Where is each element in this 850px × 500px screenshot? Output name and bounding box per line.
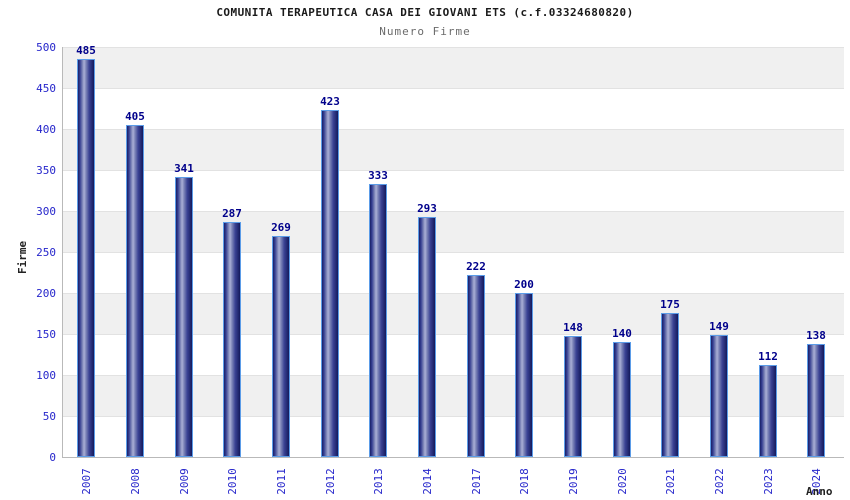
bar-value-label: 423 [320, 95, 340, 108]
grid-band [63, 170, 844, 211]
bar-2017 [467, 275, 485, 457]
grid-band [63, 252, 844, 293]
x-tick-label: 2009 [177, 467, 191, 495]
bar-2021 [661, 313, 679, 457]
x-tick-label: 2013 [371, 467, 385, 495]
x-tick-label: 2017 [469, 467, 483, 495]
x-tick: 2018 [506, 461, 542, 500]
x-tick-label: 2021 [663, 467, 677, 495]
y-tick-label: 500 [36, 41, 56, 54]
bar-value-label: 148 [563, 321, 583, 334]
x-tick-label: 2020 [615, 467, 629, 495]
y-tick-label: 150 [36, 328, 56, 341]
y-tick-label: 100 [36, 369, 56, 382]
bar-value-label: 287 [222, 207, 242, 220]
x-tick: 2023 [750, 461, 786, 500]
bar-2010 [223, 222, 241, 457]
x-tick-label: 2007 [79, 467, 93, 495]
grid-band [63, 47, 844, 88]
grid-band [63, 211, 844, 252]
bar-2013 [369, 184, 387, 457]
x-tick-label: 2011 [274, 467, 288, 495]
plot-area [62, 47, 844, 458]
y-tick-label: 300 [36, 205, 56, 218]
grid-band [63, 129, 844, 170]
bar-value-label: 222 [466, 260, 486, 273]
bar-2018 [515, 293, 533, 457]
x-tick: 2008 [117, 461, 153, 500]
x-tick-label: 2012 [323, 467, 337, 495]
bar-value-label: 149 [709, 320, 729, 333]
y-tick-label: 50 [42, 410, 56, 423]
y-tick-label: 250 [36, 246, 56, 259]
x-tick: 2017 [458, 461, 494, 500]
bar-2022 [710, 335, 728, 457]
x-tick-label: 2019 [566, 467, 580, 495]
y-tick-label: 400 [36, 123, 56, 136]
x-tick: 2011 [263, 461, 299, 500]
bar-2023 [759, 365, 777, 457]
x-tick-label: 2022 [712, 467, 726, 495]
bar-value-label: 341 [174, 162, 194, 175]
x-tick: 2007 [68, 461, 104, 500]
grid-band [63, 293, 844, 334]
bar-2014 [418, 217, 436, 457]
y-tick-label: 450 [36, 82, 56, 95]
chart-subtitle: Numero Firme [379, 25, 471, 38]
bar-2020 [613, 342, 631, 457]
grid-band [63, 88, 844, 129]
x-tick: 2014 [409, 461, 445, 500]
x-tick: 2021 [652, 461, 688, 500]
bar-value-label: 175 [660, 298, 680, 311]
chart-title: COMUNITA TERAPEUTICA CASA DEI GIOVANI ET… [216, 6, 634, 19]
x-tick-label: 2010 [225, 467, 239, 495]
x-tick-label: 2014 [420, 467, 434, 495]
x-tick-label: 2008 [128, 467, 142, 495]
x-tick: 2020 [604, 461, 640, 500]
bar-value-label: 269 [271, 221, 291, 234]
x-tick: 2022 [701, 461, 737, 500]
x-tick-label: 2018 [517, 467, 531, 495]
y-tick-label: 350 [36, 164, 56, 177]
bar-2011 [272, 236, 290, 457]
x-tick-label: 2023 [761, 467, 775, 495]
bar-2024 [807, 344, 825, 457]
bar-value-label: 485 [76, 44, 96, 57]
x-tick: 2009 [166, 461, 202, 500]
bar-value-label: 112 [758, 350, 778, 363]
bar-value-label: 200 [514, 278, 534, 291]
bar-2009 [175, 177, 193, 457]
x-tick: 2012 [312, 461, 348, 500]
bar-2007 [77, 59, 95, 457]
bar-value-label: 293 [417, 202, 437, 215]
x-tick: 2010 [214, 461, 250, 500]
x-tick: 2019 [555, 461, 591, 500]
bar-value-label: 405 [125, 110, 145, 123]
bar-value-label: 333 [368, 169, 388, 182]
bar-value-label: 138 [806, 329, 826, 342]
bar-2008 [126, 125, 144, 457]
y-tick-label: 0 [49, 451, 56, 464]
x-tick: 2013 [360, 461, 396, 500]
x-axis-title: Anno [806, 485, 833, 498]
y-tick-label: 200 [36, 287, 56, 300]
bar-2019 [564, 336, 582, 457]
bar-value-label: 140 [612, 327, 632, 340]
bar-2012 [321, 110, 339, 457]
